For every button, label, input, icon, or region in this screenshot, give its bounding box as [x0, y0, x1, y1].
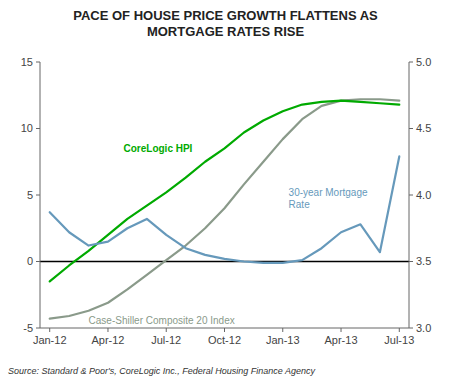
y2-tick-label: 4.5	[416, 122, 431, 134]
series-label: 30-year MortgageRate	[289, 187, 368, 210]
y-tick	[36, 128, 40, 129]
y-tick	[36, 62, 40, 63]
y-tick-label: 0	[27, 255, 33, 267]
series-label-line: Case-Shiller Composite 20 Index	[89, 315, 235, 326]
y2-tick-label: 3.5	[416, 255, 431, 267]
x-tick	[49, 328, 50, 332]
x-tick	[282, 328, 283, 332]
y-tick-line	[40, 62, 409, 63]
y2-tick-label: 5.0	[416, 56, 431, 68]
x-tick-label: Apr-13	[325, 334, 358, 346]
y-tick-label: 10	[21, 122, 33, 134]
y-tick-line	[40, 128, 409, 129]
y-tick-label: 5	[27, 189, 33, 201]
series-label: Case-Shiller Composite 20 Index	[89, 315, 235, 326]
series-line	[50, 101, 400, 282]
x-tick	[399, 328, 400, 332]
y2-tick	[409, 261, 413, 262]
y-tick-label: -5	[23, 322, 33, 334]
x-tick	[224, 328, 225, 332]
series-label-line: CoreLogic HPI	[124, 143, 193, 154]
y2-axis	[409, 62, 410, 328]
y2-tick	[409, 195, 413, 196]
x-tick-label: Jan-13	[266, 334, 300, 346]
y-tick	[36, 261, 40, 262]
y-tick-line	[40, 328, 409, 329]
y-tick	[36, 195, 40, 196]
y2-tick	[409, 128, 413, 129]
y-axis	[40, 62, 41, 328]
series-label-line: 30-year Mortgage	[289, 187, 368, 198]
plot-area	[50, 99, 400, 318]
title: PACE OF HOUSE PRICE GROWTH FLATTENS ASMO…	[73, 8, 378, 39]
x-tick-label: Jul-13	[384, 334, 414, 346]
x-tick-label: Apr-12	[91, 334, 124, 346]
y2-tick	[409, 62, 413, 63]
x-tick	[166, 328, 167, 332]
x-tick	[107, 328, 108, 332]
source-note: Source: Standard & Poor's, CoreLogic Inc…	[8, 366, 316, 376]
series-label-line: Rate	[289, 199, 311, 210]
x-tick-label: Oct-12	[208, 334, 241, 346]
series-line	[50, 156, 400, 262]
series-line	[50, 99, 400, 318]
y-tick	[36, 328, 40, 329]
y2-tick	[409, 328, 413, 329]
x-tick-label: Jul-12	[151, 334, 181, 346]
title-line: MORTGAGE RATES RISE	[147, 24, 305, 39]
chart: PACE OF HOUSE PRICE GROWTH FLATTENS ASMO…	[0, 0, 451, 382]
zero-line	[40, 261, 409, 263]
y-tick-label: 15	[21, 56, 33, 68]
title-line: PACE OF HOUSE PRICE GROWTH FLATTENS AS	[73, 8, 378, 23]
y2-tick-label: 3.0	[416, 322, 431, 334]
x-tick-label: Jan-12	[33, 334, 67, 346]
y2-tick-label: 4.0	[416, 189, 431, 201]
x-axis	[40, 328, 409, 329]
x-tick	[341, 328, 342, 332]
series-label: CoreLogic HPI	[124, 143, 193, 154]
